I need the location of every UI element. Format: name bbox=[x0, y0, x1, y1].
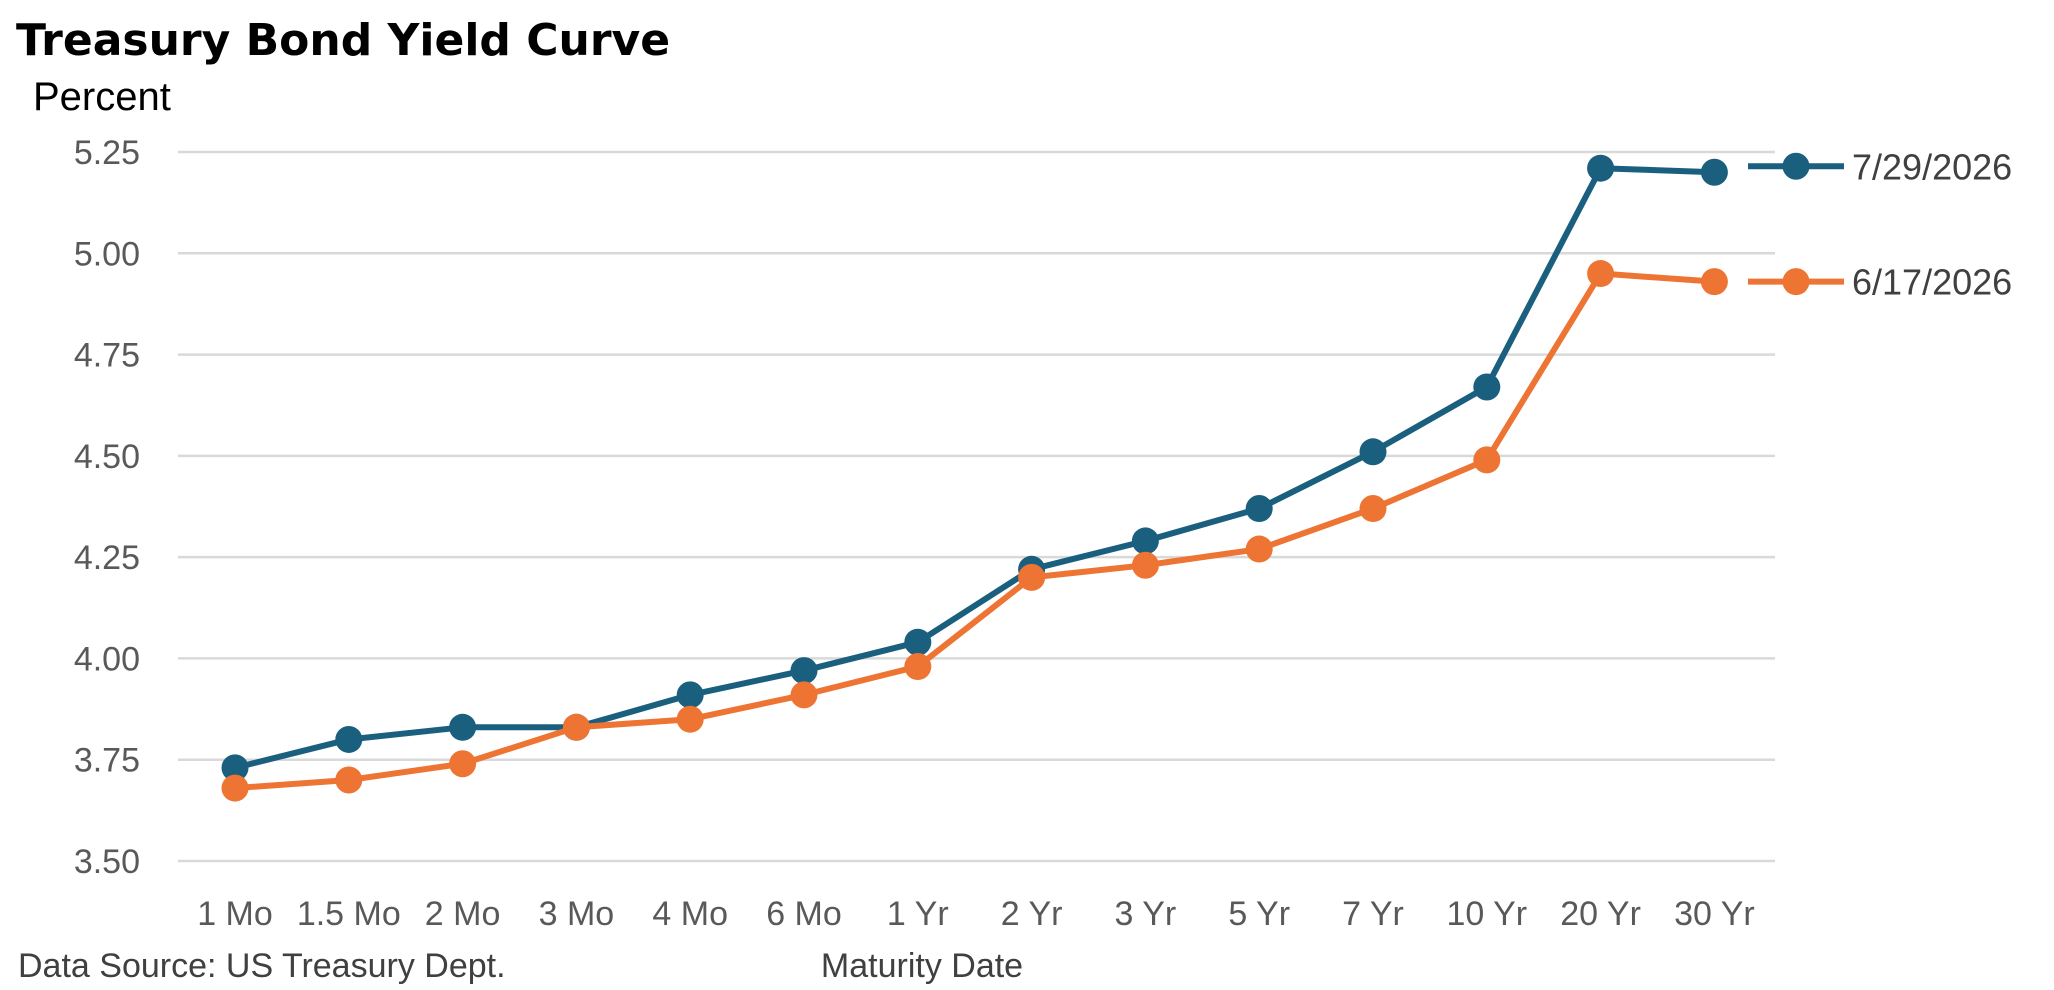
x-tick-label: 6 Mo bbox=[766, 895, 842, 933]
y-tick-label: 4.00 bbox=[74, 640, 140, 678]
data-point bbox=[1473, 373, 1501, 401]
data-point bbox=[1131, 551, 1159, 579]
data-point bbox=[1587, 154, 1615, 182]
x-tick-label: 30 Yr bbox=[1674, 895, 1755, 933]
series-2 bbox=[221, 260, 1728, 802]
x-tick-label: 2 Yr bbox=[1001, 895, 1063, 933]
data-point bbox=[904, 628, 932, 656]
x-tick-label: 3 Mo bbox=[539, 895, 615, 933]
data-point bbox=[335, 725, 363, 753]
x-tick-label: 2 Mo bbox=[425, 895, 501, 933]
x-axis-tick-labels: 1 Mo 1.5 Mo 2 Mo 3 Mo 4 Mo 6 Mo 1 Yr 2 Yr 3 Yr 5 … bbox=[197, 895, 1755, 933]
data-point bbox=[1359, 495, 1387, 523]
data-point bbox=[221, 754, 249, 782]
x-tick-label: 1 Mo bbox=[197, 895, 273, 933]
data-source-note: Data Source: US Treasury Dept. bbox=[18, 947, 506, 985]
series-1 bbox=[221, 154, 1728, 782]
data-point bbox=[790, 681, 818, 709]
series-line bbox=[234, 165, 1715, 771]
data-point bbox=[221, 774, 249, 802]
x-tick-label: 10 Yr bbox=[1446, 895, 1527, 933]
y-tick-label: 4.25 bbox=[74, 539, 140, 577]
x-tick-label: 3 Yr bbox=[1115, 895, 1177, 933]
data-point bbox=[790, 657, 818, 685]
legend-entry: 7/29/2026 bbox=[1748, 146, 2012, 187]
legend-label: 6/17/2026 bbox=[1852, 262, 2012, 303]
x-tick-label: 1 Yr bbox=[887, 895, 949, 933]
legend-marker bbox=[1782, 152, 1810, 180]
legend: 7/29/2026 6/17/2026 bbox=[1748, 146, 2012, 303]
y-axis-tick-labels: 3.50 3.75 4.00 4.25 4.50 4.75 5.00 5.25 bbox=[74, 134, 140, 881]
chart-title: Treasury Bond Yield Curve bbox=[16, 15, 670, 66]
data-point bbox=[449, 750, 477, 778]
legend-entry: 6/17/2026 bbox=[1748, 262, 2012, 303]
data-point bbox=[676, 681, 704, 709]
y-tick-label: 4.50 bbox=[74, 438, 140, 476]
x-axis-label: Maturity Date bbox=[821, 947, 1023, 985]
x-tick-label: 7 Yr bbox=[1342, 895, 1404, 933]
y-tick-label: 5.00 bbox=[74, 235, 140, 273]
data-point bbox=[1131, 527, 1159, 555]
data-point bbox=[1245, 495, 1273, 523]
y-tick-label: 3.75 bbox=[74, 742, 140, 780]
x-tick-label: 1.5 Mo bbox=[297, 895, 401, 933]
data-point bbox=[1245, 535, 1273, 563]
data-point bbox=[1473, 446, 1501, 474]
y-tick-label: 3.50 bbox=[74, 843, 140, 881]
data-point bbox=[335, 766, 363, 794]
data-point bbox=[1587, 260, 1615, 288]
x-tick-label: 4 Mo bbox=[652, 895, 728, 933]
data-point bbox=[1700, 158, 1728, 186]
x-tick-label: 5 Yr bbox=[1228, 895, 1290, 933]
series-line bbox=[234, 270, 1715, 792]
data-point bbox=[1700, 268, 1728, 296]
data-point bbox=[904, 653, 932, 681]
y-tick-label: 5.25 bbox=[74, 134, 140, 172]
chart-subtitle: Percent bbox=[33, 75, 171, 119]
data-point bbox=[562, 713, 590, 741]
legend-marker bbox=[1782, 268, 1810, 296]
gridlines bbox=[178, 150, 1775, 863]
data-point bbox=[449, 713, 477, 741]
data-point bbox=[1018, 563, 1046, 591]
data-point bbox=[1359, 438, 1387, 466]
series-layer bbox=[221, 154, 1728, 802]
data-point bbox=[676, 705, 704, 733]
y-tick-label: 4.75 bbox=[74, 337, 140, 375]
legend-label: 7/29/2026 bbox=[1852, 146, 2012, 187]
x-tick-label: 20 Yr bbox=[1560, 895, 1641, 933]
